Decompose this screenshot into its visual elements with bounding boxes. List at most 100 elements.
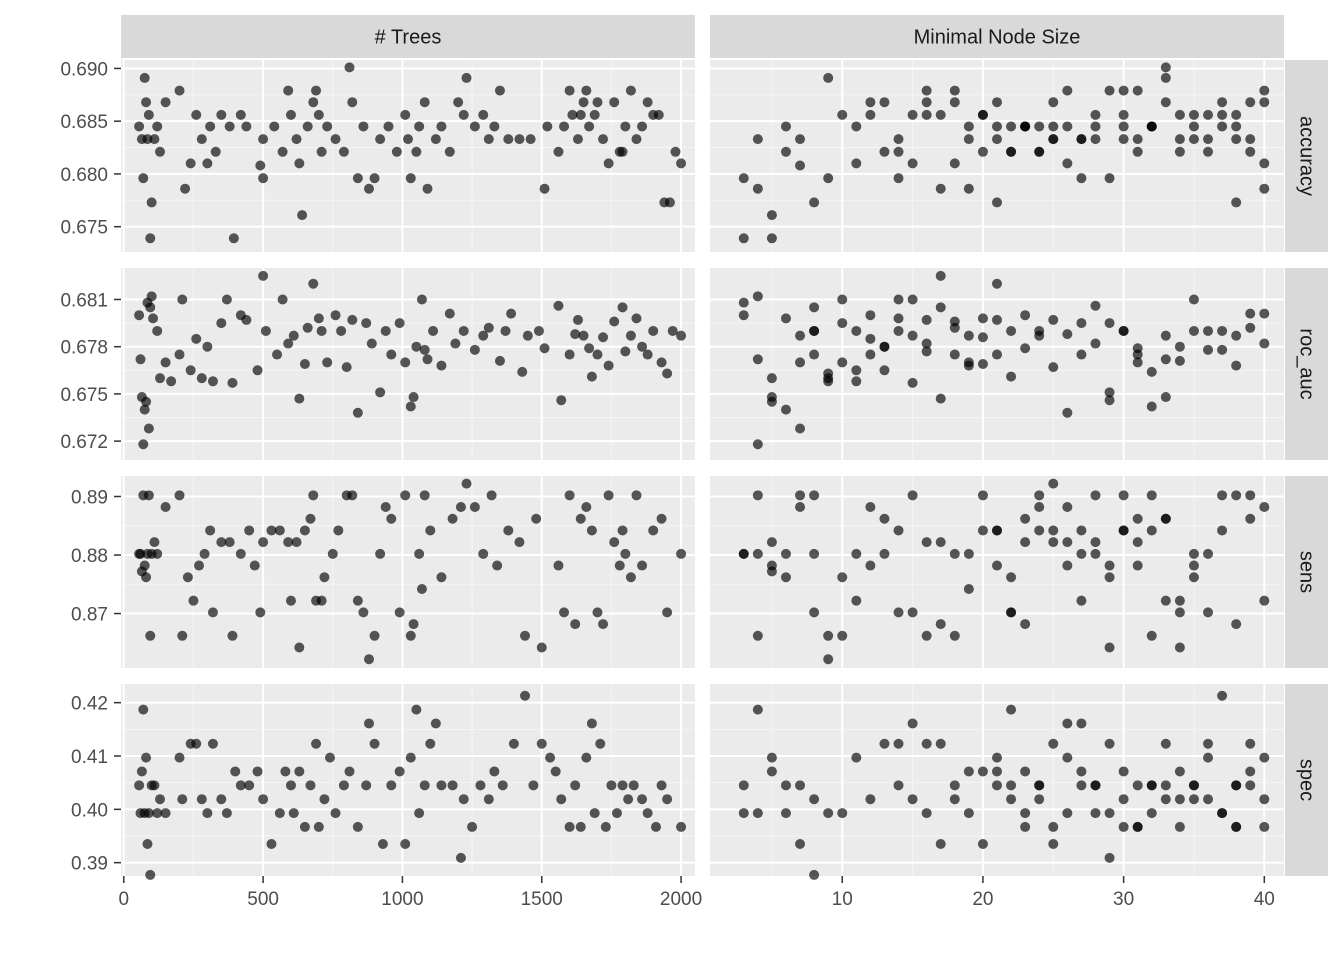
data-point	[1118, 85, 1129, 96]
data-point	[160, 357, 171, 368]
data-point	[205, 121, 216, 132]
data-point	[625, 85, 636, 96]
data-point	[1217, 325, 1228, 336]
data-point	[553, 300, 564, 311]
x-tick-label: 10	[832, 889, 853, 910]
data-point	[570, 619, 581, 630]
data-point	[205, 525, 216, 536]
data-point	[1118, 821, 1129, 832]
data-point	[1188, 294, 1199, 305]
data-point	[865, 310, 876, 321]
data-point	[907, 377, 918, 388]
data-point	[191, 738, 202, 749]
data-point	[589, 808, 600, 819]
data-point	[361, 780, 372, 791]
data-point	[1104, 387, 1115, 398]
data-point	[977, 109, 988, 120]
data-point	[795, 839, 806, 849]
data-point	[1034, 490, 1045, 501]
data-point	[1174, 595, 1185, 606]
data-point	[1146, 490, 1157, 501]
data-point	[1076, 548, 1087, 559]
data-point	[600, 821, 611, 832]
data-point	[149, 134, 160, 145]
data-point	[283, 537, 294, 548]
y-tick-label: 0.42	[71, 694, 108, 715]
data-point	[244, 780, 255, 791]
data-point	[134, 310, 145, 321]
data-point	[1020, 513, 1031, 524]
data-point	[1076, 349, 1087, 360]
data-point	[823, 630, 834, 641]
data-point	[795, 330, 806, 341]
panel-spec-1	[710, 684, 1284, 880]
data-point	[224, 537, 235, 548]
data-point	[592, 97, 603, 108]
data-point	[949, 97, 960, 108]
data-point	[1020, 808, 1031, 819]
data-point	[419, 490, 430, 501]
data-point	[143, 423, 154, 434]
data-point	[497, 780, 508, 791]
data-point	[336, 325, 347, 336]
data-point	[865, 109, 876, 120]
data-point	[752, 704, 763, 715]
data-point	[302, 322, 313, 333]
data-point	[207, 738, 218, 749]
data-point	[1048, 314, 1059, 325]
data-point	[536, 738, 547, 749]
data-point	[780, 780, 791, 791]
data-point	[564, 490, 575, 501]
data-point	[455, 852, 466, 863]
data-point	[285, 109, 296, 120]
y-tick-label: 0.88	[71, 546, 108, 567]
data-point	[752, 808, 763, 819]
data-point	[1062, 329, 1073, 340]
data-point	[592, 349, 603, 360]
data-point	[1076, 780, 1087, 791]
data-point	[1006, 704, 1017, 715]
data-point	[1174, 355, 1185, 366]
data-point	[935, 183, 946, 194]
data-point	[795, 780, 806, 791]
data-point	[1048, 121, 1059, 132]
data-point	[1217, 121, 1228, 132]
data-point	[483, 794, 494, 805]
data-point	[907, 158, 918, 169]
data-point	[180, 183, 191, 194]
y-tick-label: 0.675	[60, 218, 108, 239]
data-point	[752, 548, 763, 559]
data-point	[598, 134, 609, 145]
data-point	[589, 109, 600, 120]
data-point	[297, 210, 308, 221]
data-point	[578, 97, 589, 108]
data-point	[531, 513, 542, 524]
data-point	[611, 808, 622, 819]
data-point	[879, 341, 890, 352]
data-point	[469, 121, 480, 132]
data-point	[1245, 513, 1256, 524]
data-point	[1062, 752, 1073, 763]
data-point	[893, 294, 904, 305]
data-point	[202, 808, 213, 819]
data-point	[1062, 158, 1073, 169]
data-point	[738, 808, 749, 819]
data-point	[617, 780, 628, 791]
data-point	[664, 197, 675, 208]
data-point	[1146, 525, 1157, 536]
data-point	[620, 121, 631, 132]
data-point	[1160, 97, 1171, 108]
data-point	[631, 490, 642, 501]
data-point	[949, 794, 960, 805]
data-point	[823, 368, 834, 379]
facet-row-strip-0	[1285, 60, 1328, 252]
data-point	[148, 313, 159, 324]
data-point	[1245, 490, 1256, 501]
data-point	[851, 595, 862, 606]
data-point	[592, 607, 603, 618]
data-point	[1090, 121, 1101, 132]
data-point	[141, 572, 152, 583]
data-point	[291, 134, 302, 145]
data-point	[400, 490, 411, 501]
data-point	[141, 752, 152, 763]
